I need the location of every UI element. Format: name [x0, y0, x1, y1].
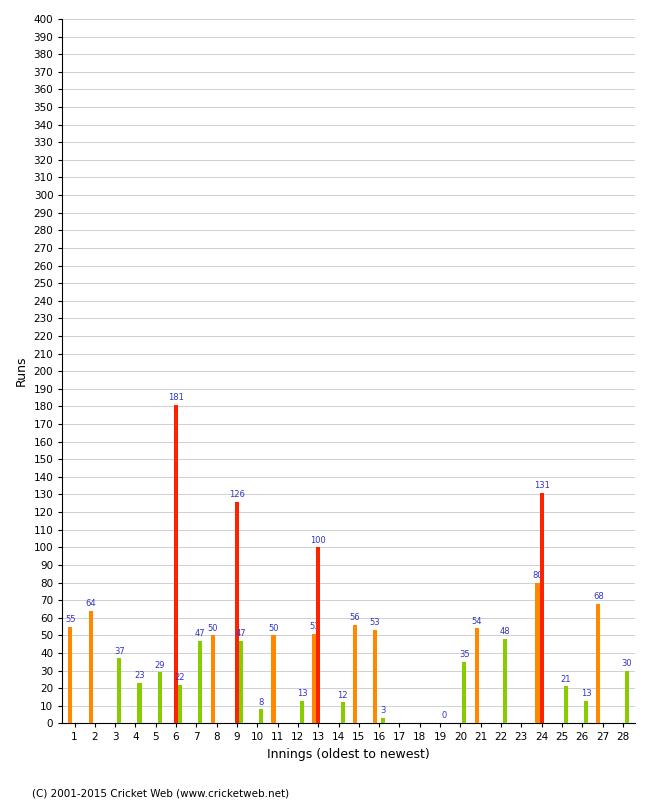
Text: 29: 29 [155, 661, 165, 670]
Bar [584, 701, 588, 723]
Bar [316, 547, 320, 723]
Text: 68: 68 [593, 592, 604, 601]
Bar [373, 630, 377, 723]
Text: 0: 0 [441, 711, 447, 720]
Bar [272, 635, 276, 723]
Bar [259, 710, 263, 723]
Bar [158, 672, 162, 723]
Text: (C) 2001-2015 Cricket Web (www.cricketweb.net): (C) 2001-2015 Cricket Web (www.cricketwe… [32, 788, 290, 798]
Bar [174, 405, 178, 723]
Text: 37: 37 [114, 646, 125, 656]
Text: 64: 64 [85, 599, 96, 608]
Bar [117, 658, 121, 723]
Bar [503, 639, 507, 723]
Y-axis label: Runs: Runs [15, 356, 28, 386]
Bar [239, 641, 243, 723]
Bar [68, 626, 73, 723]
Bar [474, 628, 478, 723]
Bar [597, 604, 601, 723]
Text: 47: 47 [236, 629, 246, 638]
Bar [198, 641, 202, 723]
Bar [341, 702, 344, 723]
Text: 53: 53 [370, 618, 380, 627]
Text: 12: 12 [337, 690, 348, 700]
Text: 100: 100 [310, 536, 326, 545]
Text: 51: 51 [309, 622, 319, 631]
Text: 80: 80 [532, 571, 543, 580]
Bar [89, 610, 93, 723]
Text: 23: 23 [134, 671, 145, 680]
Bar [312, 634, 316, 723]
Bar [536, 582, 540, 723]
Bar [540, 493, 543, 723]
Text: 35: 35 [459, 650, 470, 659]
Text: 131: 131 [534, 481, 549, 490]
Text: 54: 54 [471, 617, 482, 626]
Bar [625, 670, 629, 723]
Bar [462, 662, 467, 723]
Bar [381, 718, 385, 723]
Text: 13: 13 [581, 689, 592, 698]
Text: 181: 181 [168, 393, 184, 402]
Bar [300, 701, 304, 723]
Text: 3: 3 [380, 706, 386, 715]
Text: 30: 30 [621, 659, 632, 668]
Text: 13: 13 [296, 689, 307, 698]
Bar [235, 502, 239, 723]
Text: 8: 8 [259, 698, 264, 706]
Bar [137, 683, 142, 723]
Text: 55: 55 [65, 615, 75, 624]
Text: 47: 47 [195, 629, 206, 638]
Text: 22: 22 [175, 673, 185, 682]
Text: 48: 48 [500, 627, 510, 636]
Bar [564, 686, 568, 723]
Text: 126: 126 [229, 490, 245, 499]
Bar [353, 625, 357, 723]
Bar [178, 685, 182, 723]
Text: 50: 50 [268, 624, 279, 633]
Text: 56: 56 [350, 613, 360, 622]
Text: 21: 21 [561, 674, 571, 684]
Text: 50: 50 [207, 624, 218, 633]
Bar [211, 635, 214, 723]
X-axis label: Innings (oldest to newest): Innings (oldest to newest) [267, 748, 430, 761]
